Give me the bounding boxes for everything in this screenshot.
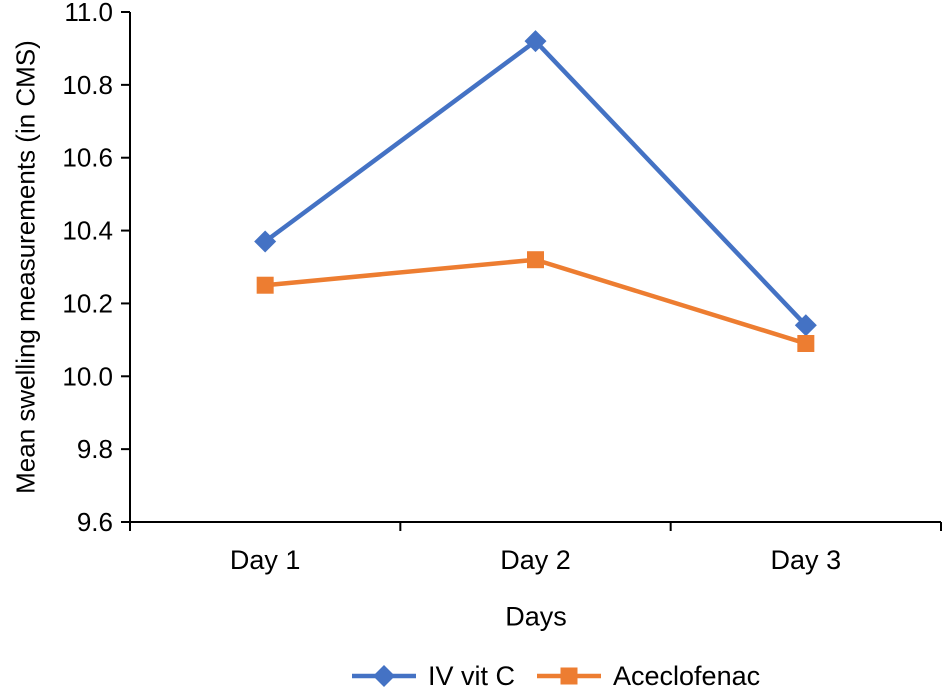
- series-line-iv-vit-c: [262, 38, 809, 328]
- x-axis-title: Days: [505, 601, 567, 632]
- x-category-label-day-3: Day 3: [771, 545, 842, 575]
- y-tick-label: 10.0: [62, 361, 113, 391]
- y-tick-label: 10.8: [62, 70, 113, 100]
- y-tick-label: 10.4: [62, 216, 113, 246]
- data-point-aceclofenac-day-2: [527, 251, 544, 269]
- legend-marker-square-icon: [537, 667, 602, 685]
- data-point-aceclofenac-day-1: [256, 276, 274, 294]
- plot-area: 9.6 9.8 10.0 10.2 10.4 10.6 10.8 11.0 Day 1 Day 2…: [62, 0, 942, 575]
- series-iv-vit-c: [254, 30, 817, 337]
- legend-marker-shape: [373, 665, 395, 687]
- y-tick-label: 9.6: [77, 507, 113, 537]
- series-line-aceclofenac: [262, 257, 809, 346]
- y-tick-label: 10.6: [62, 143, 113, 173]
- legend-label-iv-vit-c: IV vit C: [428, 660, 516, 690]
- series-aceclofenac: [256, 251, 815, 352]
- data-point-aceclofenac-day-3: [797, 335, 815, 352]
- y-tick-label: 10.2: [62, 288, 113, 318]
- legend: IV vit C Aceclofenac: [352, 660, 760, 690]
- data-point-iv-vit-c-day-1: [254, 230, 277, 253]
- y-tick-label: 11.0: [64, 0, 113, 27]
- data-point-iv-vit-c-day-3: [794, 314, 817, 337]
- x-category-label-day-2: Day 2: [500, 545, 571, 575]
- legend-marker-shape: [560, 667, 578, 685]
- legend-label-aceclofenac: Aceclofenac: [613, 660, 761, 690]
- x-category-label-day-1: Day 1: [230, 545, 301, 575]
- data-point-iv-vit-c-day-2: [524, 30, 547, 53]
- legend-item-aceclofenac: Aceclofenac: [537, 661, 760, 690]
- legend-marker-diamond-icon: [352, 665, 416, 687]
- legend-item-iv-vit-c: IV vit C: [352, 661, 515, 690]
- y-tick-label: 9.8: [77, 434, 113, 464]
